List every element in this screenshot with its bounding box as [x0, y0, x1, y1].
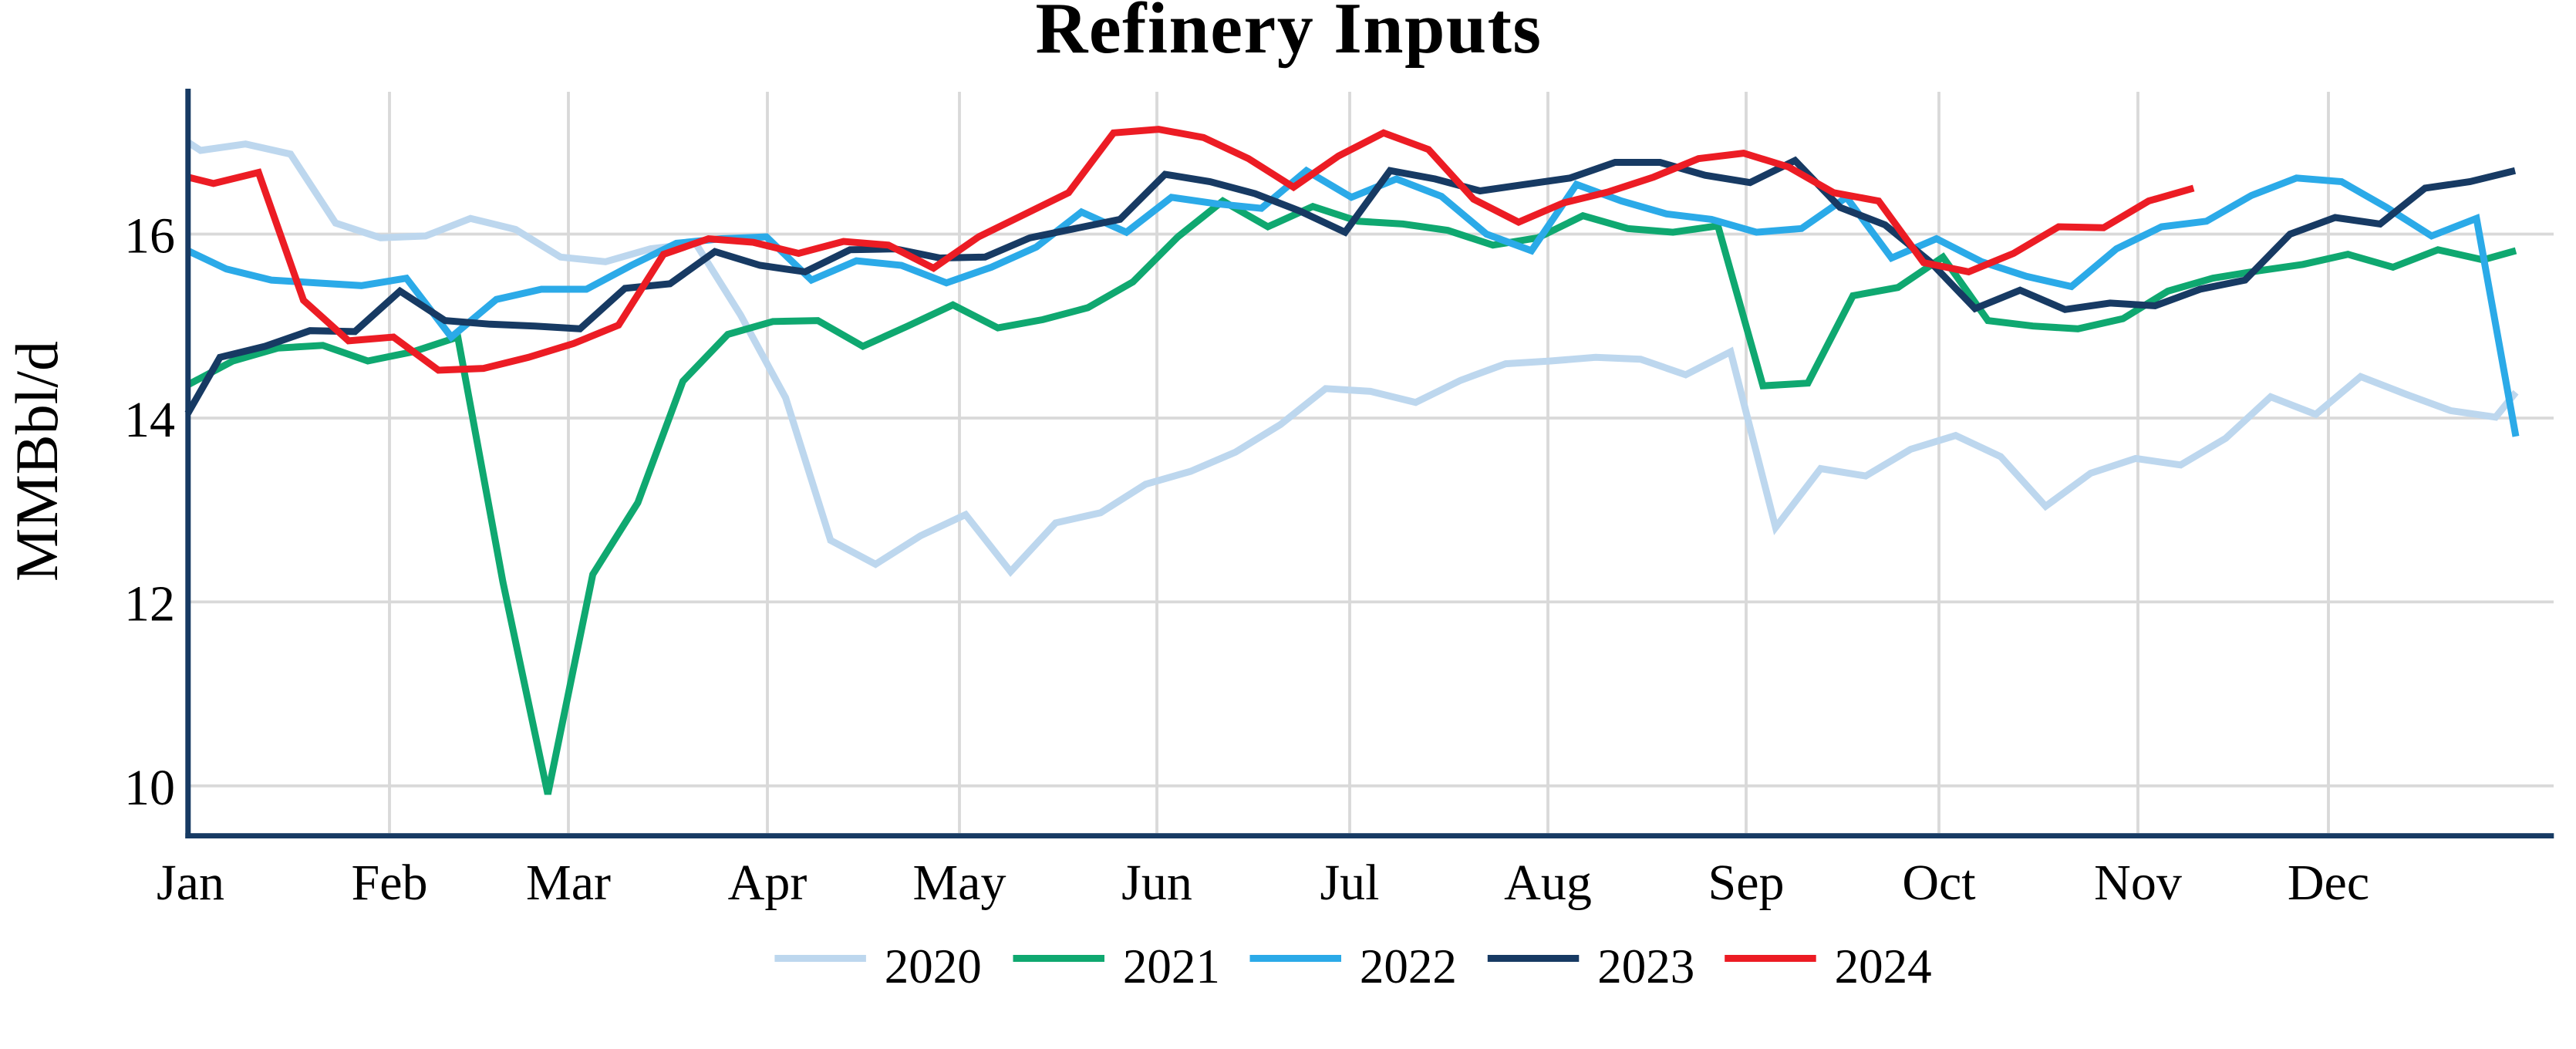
svg-text:May: May — [913, 855, 1006, 911]
svg-text:Jan: Jan — [157, 855, 224, 911]
svg-text:Oct: Oct — [1902, 855, 1975, 911]
svg-text:MMBbl/d: MMBbl/d — [3, 341, 70, 582]
svg-text:Sep: Sep — [1708, 855, 1785, 911]
svg-text:10: 10 — [124, 760, 175, 816]
svg-text:Refinery Inputs: Refinery Inputs — [1035, 0, 1542, 69]
svg-text:12: 12 — [124, 575, 175, 632]
svg-text:Jun: Jun — [1121, 855, 1192, 911]
svg-text:14: 14 — [124, 392, 175, 448]
svg-text:2021: 2021 — [1123, 939, 1220, 993]
svg-text:Aug: Aug — [1504, 855, 1592, 911]
svg-text:Dec: Dec — [2288, 855, 2369, 911]
svg-text:Feb: Feb — [352, 855, 428, 911]
svg-text:2022: 2022 — [1360, 939, 1457, 993]
svg-text:Jul: Jul — [1320, 855, 1379, 911]
svg-text:Apr: Apr — [728, 855, 808, 911]
svg-text:2024: 2024 — [1835, 939, 1932, 993]
svg-text:Mar: Mar — [526, 855, 611, 911]
svg-text:Nov: Nov — [2094, 855, 2182, 911]
svg-text:2023: 2023 — [1597, 939, 1694, 993]
svg-text:16: 16 — [124, 208, 175, 265]
svg-text:2020: 2020 — [885, 939, 982, 993]
